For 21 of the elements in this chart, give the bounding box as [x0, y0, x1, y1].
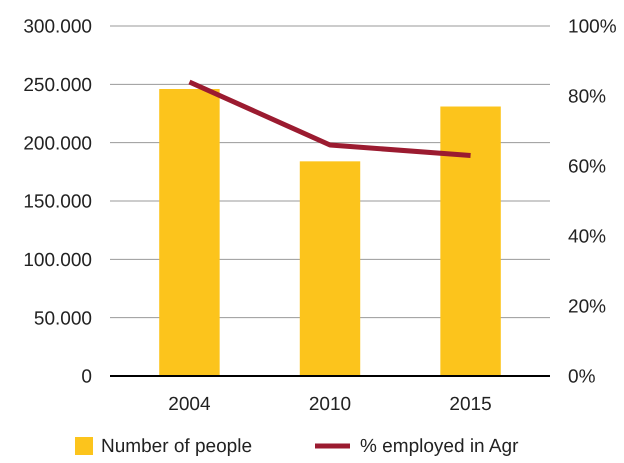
y2-tick-label: 100% [568, 16, 617, 38]
y2-tick-label: 0% [568, 366, 596, 388]
y-tick-label: 100.000 [23, 250, 92, 271]
bar [440, 106, 501, 376]
y-tick-label: 200.000 [23, 133, 92, 154]
y-tick-label: 50.000 [34, 308, 92, 330]
y2-tick-label: 60% [568, 156, 606, 178]
y-tick-label: 300.000 [23, 16, 92, 38]
y-tick-label: 150.000 [23, 192, 92, 213]
y-tick-label: 250.000 [23, 74, 92, 96]
x-tick-label: 2004 [168, 394, 211, 415]
bar [159, 89, 220, 376]
y-tick-label: 0 [81, 366, 92, 388]
y2-tick-label: 20% [568, 296, 606, 318]
y2-tick-label: 80% [568, 86, 606, 108]
y2-tick-label: 40% [568, 226, 606, 248]
x-tick-label: 2015 [449, 394, 492, 415]
bar [300, 161, 360, 376]
legend-label: % employed in Agr [360, 436, 520, 457]
legend-label: Number of people [101, 436, 252, 457]
x-tick-label: 2010 [308, 394, 352, 415]
